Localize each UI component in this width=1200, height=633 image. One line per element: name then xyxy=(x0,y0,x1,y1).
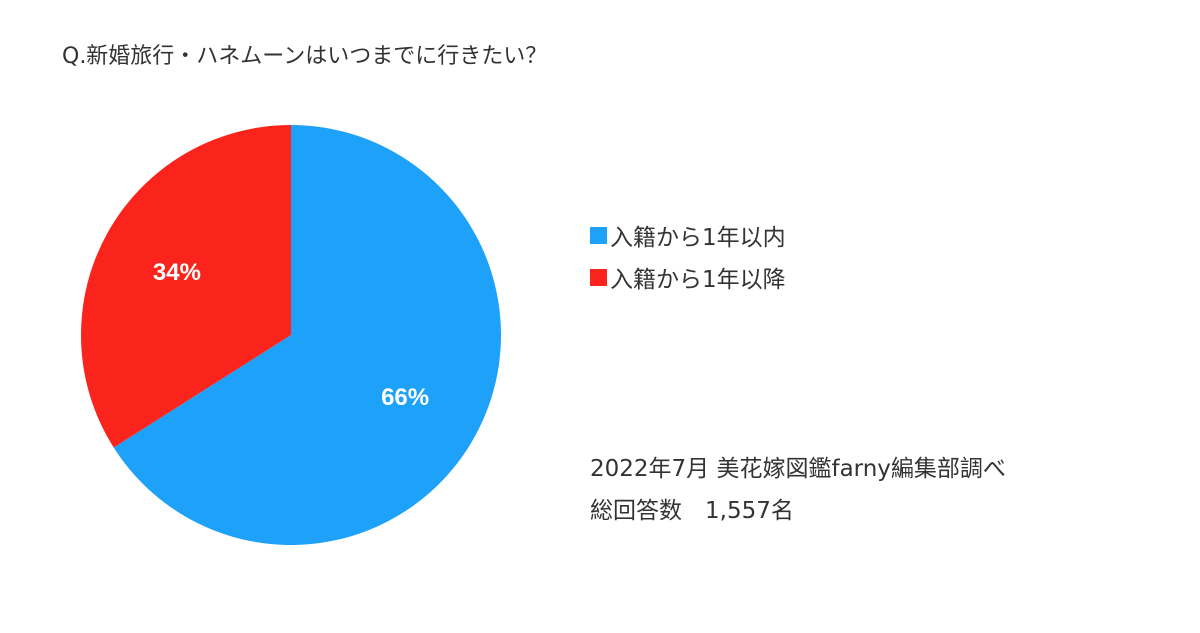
respondent-count: 総回答数 1,557名 xyxy=(590,498,794,524)
legend-label-after-1-year: 入籍から1年以降 xyxy=(610,267,786,293)
pie-label-after-1-year: 34% xyxy=(153,259,201,286)
legend: 入籍から1年以内 入籍から1年以降 xyxy=(590,214,786,298)
legend-item: 入籍から1年以内 xyxy=(590,214,786,256)
legend-item: 入籍から1年以降 xyxy=(590,256,786,298)
legend-swatch-within-1-year xyxy=(590,226,607,244)
pie-slice-within-1-year xyxy=(113,125,502,546)
pie-slice-after-1-year xyxy=(81,125,292,448)
footnote: 2022年7月 美花嫁図鑑farny編集部調べ 総回答数 1,557名 xyxy=(590,448,1006,532)
chart-title: Q.新婚旅行・ハネムーンはいつまでに行きたい？ xyxy=(62,44,548,69)
legend-label-within-1-year: 入籍から1年以内 xyxy=(610,225,786,251)
pie-label-within-1-year: 66% xyxy=(381,384,429,411)
survey-source: 2022年7月 美花嫁図鑑farny編集部調べ xyxy=(590,456,1006,482)
legend-swatch-after-1-year xyxy=(590,268,607,286)
